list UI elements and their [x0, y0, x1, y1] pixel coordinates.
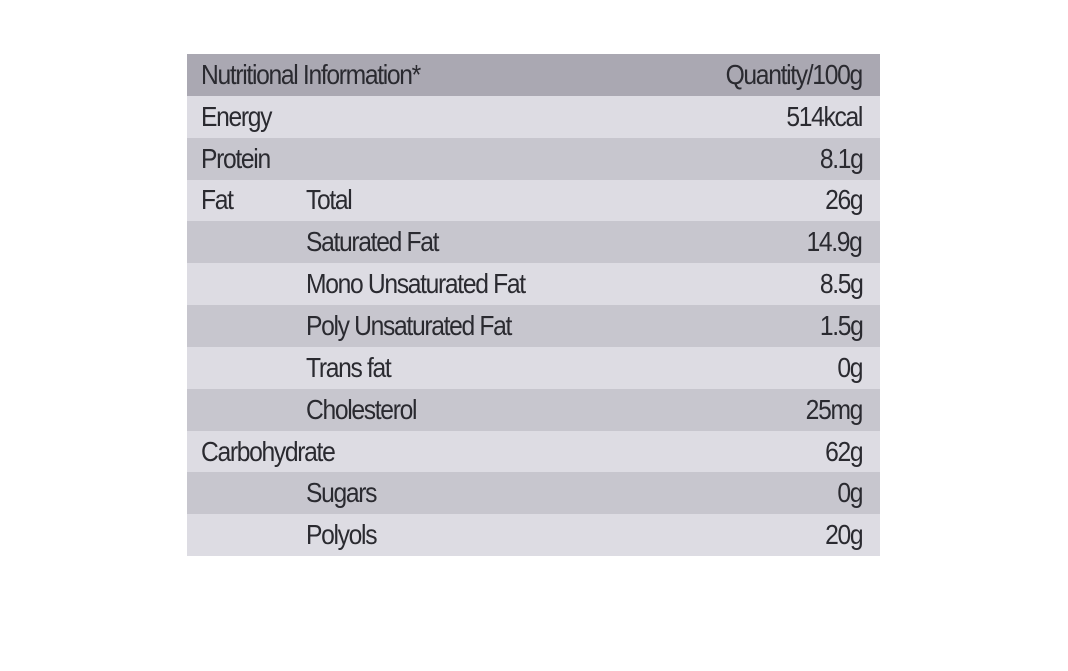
table-row: Fat Total 26g [187, 179, 880, 222]
table-row: Trans fat 0g [187, 346, 880, 389]
row-value: 25mg [805, 393, 864, 425]
header-quantity: Quantity/100g [725, 58, 864, 90]
table-header: Nutritional Information* Quantity/100g [187, 54, 880, 96]
row-item: Poly Unsaturated Fat [306, 309, 512, 341]
row-value: 14.9g [806, 226, 863, 258]
table-row: Energy 514kcal [187, 95, 880, 138]
row-item: Cholesterol [306, 393, 417, 425]
table-row: Polyols 20g [187, 514, 880, 557]
table-row: Carbohydrate 62g [187, 430, 880, 473]
row-item: Total [306, 184, 353, 216]
row-item: Mono Unsaturated Fat [306, 268, 526, 300]
row-value: 20g [824, 519, 863, 551]
table-row: Sugars 0g [187, 472, 880, 515]
header-label: Nutritional Information* [201, 58, 421, 90]
table-row: Saturated Fat 14.9g [187, 221, 880, 264]
row-group: Energy [201, 100, 272, 132]
row-value: 0g [837, 351, 863, 383]
row-group: Carbohydrate [201, 435, 336, 467]
row-value: 26g [824, 184, 863, 216]
row-value: 1.5g [819, 309, 863, 341]
row-value: 0g [837, 477, 863, 509]
row-group: Fat [201, 184, 234, 216]
row-value: 62g [824, 435, 863, 467]
row-value: 8.1g [819, 142, 863, 174]
table-row: Mono Unsaturated Fat 8.5g [187, 263, 880, 306]
row-item: Sugars [306, 477, 377, 509]
table-row: Protein 8.1g [187, 137, 880, 180]
row-value: 8.5g [819, 268, 863, 300]
nutrition-table: Nutritional Information* Quantity/100g E… [187, 54, 880, 598]
table-row: Cholesterol 25mg [187, 388, 880, 431]
row-item: Saturated Fat [306, 226, 439, 258]
row-value: 514kcal [786, 100, 863, 132]
row-group: Protein [201, 142, 271, 174]
table-row: Poly Unsaturated Fat 1.5g [187, 305, 880, 347]
row-item: Trans fat [306, 351, 392, 383]
row-item: Polyols [306, 519, 378, 551]
